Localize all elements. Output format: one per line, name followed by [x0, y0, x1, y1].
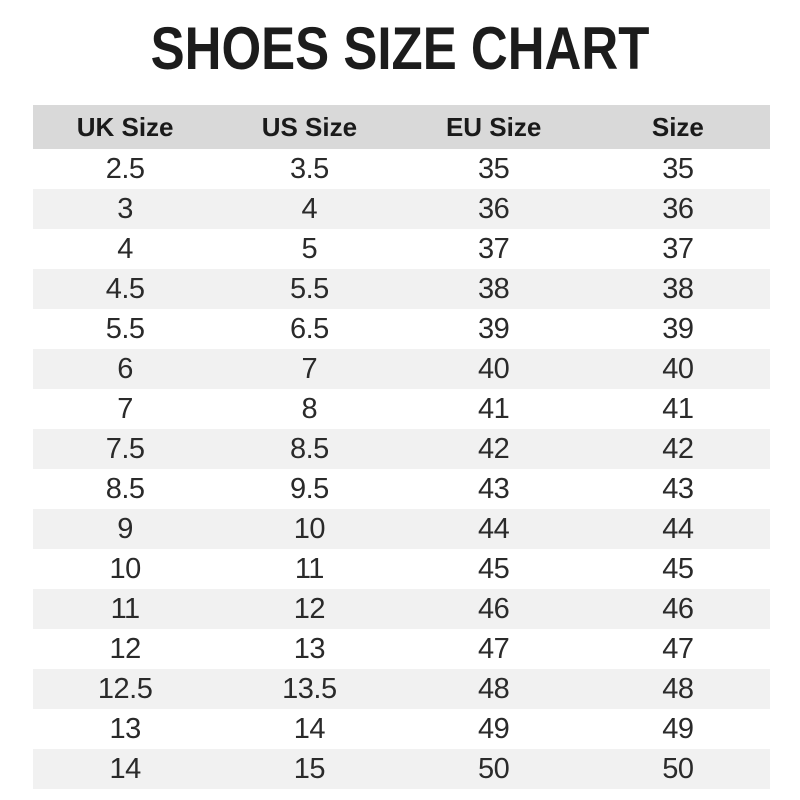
table-cell: 36: [662, 192, 694, 225]
table-cell: 5.5: [105, 312, 145, 345]
table-row: 11 12 46 46: [33, 589, 770, 629]
table-header-row: UK Size US Size EU Size Size: [33, 105, 770, 149]
table-cell: 49: [662, 712, 694, 745]
table-header: UK Size US Size EU Size Size: [33, 105, 770, 149]
table-cell: 2.5: [105, 152, 145, 185]
column-header-us-size: US Size: [217, 105, 402, 149]
table-cell: 48: [662, 672, 694, 705]
table-row: 4 5 37 37: [33, 229, 770, 269]
table-cell: 6: [117, 352, 133, 385]
table-cell: 14: [293, 712, 326, 745]
table-row: 7 8 41 41: [33, 389, 770, 429]
table-row: 5.5 6.5 39 39: [33, 309, 770, 349]
table-cell: 12: [293, 592, 326, 625]
page-title: SHOES SIZE CHART: [150, 15, 650, 82]
table-row: 3 4 36 36: [33, 189, 770, 229]
table-cell: 8.5: [289, 432, 329, 465]
table-cell: 49: [477, 712, 510, 745]
table-cell: 6.5: [289, 312, 329, 345]
table-cell: 12: [109, 632, 141, 665]
table-cell: 10: [109, 552, 141, 585]
table-cell: 45: [662, 552, 694, 585]
table-row: 7.5 8.5 42 42: [33, 429, 770, 469]
table-cell: 7.5: [105, 432, 145, 465]
table-row: 9 10 44 44: [33, 509, 770, 549]
table-cell: 47: [662, 632, 694, 665]
table-cell: 4: [117, 232, 133, 265]
table-cell: 10: [293, 512, 326, 545]
column-header-eu-size: EU Size: [401, 105, 586, 149]
table-cell: 13.5: [282, 672, 337, 705]
table-cell: 43: [662, 472, 694, 505]
table-cell: 8: [301, 392, 318, 425]
table-cell: 42: [477, 432, 510, 465]
table-cell: 7: [301, 352, 318, 385]
table-row: 2.5 3.5 35 35: [33, 149, 770, 189]
table-row: 8.5 9.5 43 43: [33, 469, 770, 509]
table-row: 6 7 40 40: [33, 349, 770, 389]
table-cell: 42: [662, 432, 694, 465]
table-cell: 9: [117, 512, 133, 545]
table-cell: 38: [662, 272, 694, 305]
table-cell: 45: [477, 552, 510, 585]
table-cell: 5: [301, 232, 318, 265]
table-cell: 8.5: [105, 472, 145, 505]
table-cell: 37: [477, 232, 510, 265]
table-cell: 43: [477, 472, 510, 505]
table-cell: 4.5: [105, 272, 145, 305]
shoe-size-table: UK Size US Size EU Size Size 2.5 3.5 35 35 3 4 36…: [33, 105, 770, 789]
size-table-body: 2.5 3.5 35 35 3 4 36 36 4 5 37 37 4.5 5.5 38 38 5.5 6.5 39…: [33, 149, 770, 789]
table-row: 14 15 50 50: [33, 749, 770, 789]
table-cell: 15: [293, 752, 326, 785]
table-cell: 38: [477, 272, 510, 305]
table-row: 12 13 47 47: [33, 629, 770, 669]
table-row: 10 11 45 45: [33, 549, 770, 589]
table-cell: 14: [109, 752, 141, 785]
table-cell: 35: [477, 152, 510, 185]
table-cell: 41: [477, 392, 510, 425]
table-cell: 36: [477, 192, 510, 225]
table-cell: 47: [477, 632, 510, 665]
table-cell: 3: [117, 192, 133, 225]
table-cell: 35: [662, 152, 694, 185]
table-cell: 12.5: [97, 672, 153, 705]
table-row: 13 14 49 49: [33, 709, 770, 749]
table-cell: 13: [109, 712, 141, 745]
table-cell: 41: [662, 392, 694, 425]
table-cell: 39: [662, 312, 694, 345]
table-cell: 40: [477, 352, 510, 385]
table-cell: 7: [117, 392, 133, 425]
table-row: 4.5 5.5 38 38: [33, 269, 770, 309]
table-cell: 37: [662, 232, 694, 265]
table-row: 12.5 13.5 48 48: [33, 669, 770, 709]
table-cell: 39: [477, 312, 510, 345]
table-cell: 50: [477, 752, 510, 785]
column-header-size: Size: [585, 105, 770, 149]
table-cell: 44: [477, 512, 510, 545]
table-cell: 9.5: [289, 472, 329, 505]
table-cell: 50: [662, 752, 694, 785]
table-cell: 13: [293, 632, 326, 665]
table-cell: 11: [294, 552, 325, 585]
table-cell: 46: [477, 592, 510, 625]
table-cell: 11: [110, 592, 141, 625]
table-cell: 4: [301, 192, 318, 225]
table-cell: 48: [477, 672, 510, 705]
table-cell: 46: [662, 592, 694, 625]
table-cell: 3.5: [289, 152, 329, 185]
column-header-uk-size: UK Size: [33, 105, 218, 149]
table-cell: 44: [662, 512, 694, 545]
table-cell: 5.5: [289, 272, 329, 305]
table-cell: 40: [662, 352, 694, 385]
